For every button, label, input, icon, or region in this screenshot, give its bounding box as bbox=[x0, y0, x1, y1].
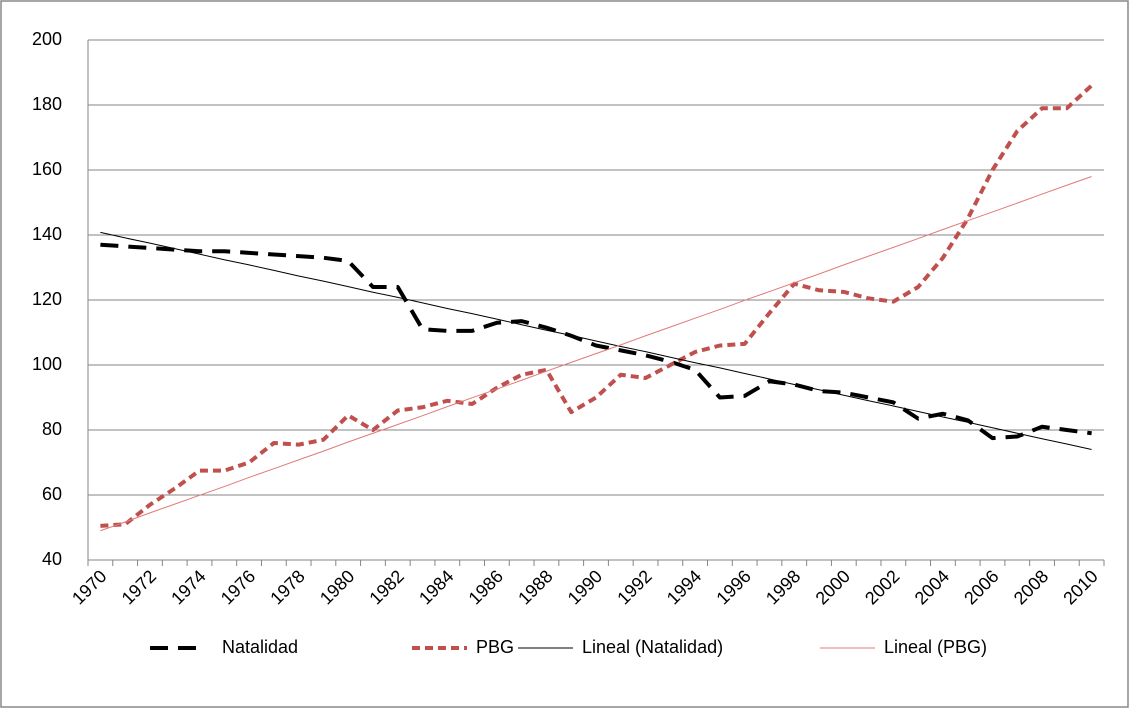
y-tick-label: 180 bbox=[32, 94, 62, 114]
y-tick-label: 40 bbox=[42, 549, 62, 569]
series-line bbox=[100, 242, 1092, 441]
legend-label: Lineal (PBG) bbox=[884, 637, 987, 657]
y-tick-label: 80 bbox=[42, 419, 62, 439]
y-tick-label: 200 bbox=[32, 29, 62, 49]
y-tick-label: 160 bbox=[32, 159, 62, 179]
series-line bbox=[100, 176, 1092, 532]
legend-label: Natalidad bbox=[222, 637, 298, 657]
y-tick-label: 60 bbox=[42, 484, 62, 504]
y-tick-label: 140 bbox=[32, 224, 62, 244]
series-line bbox=[100, 231, 1092, 450]
legend-label: Lineal (Natalidad) bbox=[582, 637, 723, 657]
legend-label: PBG bbox=[476, 637, 514, 657]
y-tick-label: 120 bbox=[32, 289, 62, 309]
series-line bbox=[100, 84, 1093, 528]
y-tick-label: 100 bbox=[32, 354, 62, 374]
